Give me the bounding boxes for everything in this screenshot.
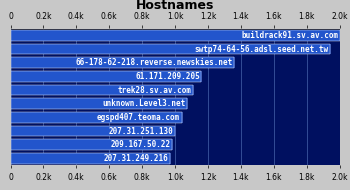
- Text: swtp74-64-56.adsl.seed.net.tw: swtp74-64-56.adsl.seed.net.tw: [194, 44, 328, 54]
- Text: 207.31.249.216: 207.31.249.216: [104, 154, 169, 163]
- Bar: [10, 139, 172, 150]
- Bar: [10, 112, 183, 123]
- Text: 61.171.209.205: 61.171.209.205: [135, 72, 200, 81]
- Bar: [10, 126, 176, 136]
- Bar: [10, 128, 176, 136]
- Bar: [10, 156, 171, 164]
- Bar: [10, 30, 340, 41]
- Bar: [10, 85, 193, 95]
- Bar: [10, 98, 188, 109]
- Bar: [10, 71, 202, 82]
- Bar: [10, 71, 201, 82]
- Bar: [10, 153, 170, 164]
- Bar: [10, 44, 330, 54]
- Title: Hostnames: Hostnames: [136, 0, 214, 12]
- Text: trek28.sv.av.com: trek28.sv.av.com: [118, 86, 192, 95]
- Bar: [10, 74, 202, 82]
- Bar: [10, 32, 341, 40]
- Bar: [10, 98, 187, 109]
- Bar: [10, 57, 235, 68]
- Bar: [10, 87, 194, 95]
- Bar: [10, 30, 341, 41]
- Bar: [10, 153, 171, 164]
- Text: 207.31.251.130: 207.31.251.130: [109, 127, 174, 136]
- Bar: [10, 112, 182, 123]
- Text: 66-178-62-218.reverse.newskies.net: 66-178-62-218.reverse.newskies.net: [76, 58, 233, 67]
- Bar: [10, 101, 188, 109]
- Bar: [10, 44, 331, 54]
- Bar: [10, 57, 234, 68]
- Bar: [10, 60, 235, 68]
- Bar: [10, 85, 194, 95]
- Text: unknown.Level3.net: unknown.Level3.net: [102, 99, 185, 108]
- Text: 209.167.50.22: 209.167.50.22: [110, 140, 170, 149]
- Text: egspd407.teoma.com: egspd407.teoma.com: [97, 113, 180, 122]
- Text: buildrack91.sv.av.com: buildrack91.sv.av.com: [241, 31, 338, 40]
- Bar: [10, 126, 175, 136]
- Bar: [10, 139, 173, 150]
- Bar: [10, 46, 331, 54]
- Bar: [10, 115, 183, 123]
- Bar: [10, 142, 173, 150]
